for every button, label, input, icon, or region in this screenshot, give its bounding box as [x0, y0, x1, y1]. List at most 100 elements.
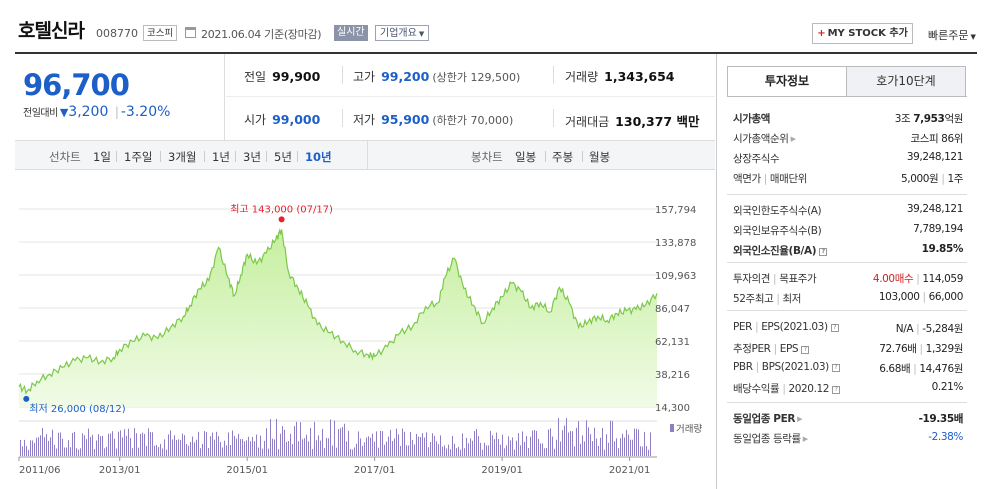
volume-bar	[370, 437, 371, 456]
volume-bar	[390, 429, 391, 456]
tab-monthly-candle[interactable]: 월봉	[589, 150, 611, 164]
divider	[342, 109, 343, 127]
x-tick-label: 2011/06	[19, 465, 61, 476]
volume-bar	[346, 441, 347, 456]
volume-bar	[104, 448, 105, 456]
volume-bar	[278, 449, 279, 456]
plus-icon: +	[817, 28, 826, 39]
tab-3year[interactable]: 3년	[243, 150, 261, 164]
volume-bar	[356, 443, 357, 456]
y-tick-label: 14,300	[655, 403, 690, 414]
volume-bar	[236, 438, 237, 456]
volume-bar	[60, 432, 61, 456]
volume-bar	[24, 439, 25, 456]
volume-bar	[438, 444, 439, 456]
volume-bar	[334, 420, 335, 456]
volume-bar	[410, 432, 411, 456]
tab-daily-candle[interactable]: 일봉	[515, 150, 537, 164]
volume-bar	[258, 447, 259, 456]
tab-10year[interactable]: 10년	[305, 150, 332, 164]
industry-per-row: 동일업종 PER ▶ -19.35배	[733, 413, 963, 425]
volume-bar	[350, 448, 351, 456]
volume-bar	[70, 447, 71, 456]
volume-bar	[648, 449, 649, 456]
volume-bar	[302, 439, 303, 456]
volume-bar	[520, 445, 521, 456]
volume-bar	[590, 434, 591, 456]
tab-weekly-candle[interactable]: 주봉	[552, 150, 574, 164]
volume-bar	[208, 447, 209, 456]
volume-bar	[626, 429, 627, 456]
volume-bar	[72, 432, 73, 456]
volume-bar	[488, 445, 489, 456]
volume-bar	[494, 439, 495, 456]
volume-bar	[504, 448, 505, 456]
volume-bar	[54, 444, 55, 456]
tab-3month[interactable]: 3개월	[168, 150, 197, 164]
volume-bar	[22, 446, 23, 456]
volume-bar	[558, 418, 559, 456]
y-tick-label: 62,131	[655, 337, 690, 348]
volume-bar	[340, 428, 341, 456]
volume-bar	[330, 419, 331, 456]
volume-bar	[202, 443, 203, 456]
volume-bar	[316, 440, 317, 456]
tab-separator	[160, 151, 161, 162]
volume-bar	[280, 433, 281, 456]
volume-bar	[602, 428, 603, 456]
volume-bar	[244, 441, 245, 456]
volume-bar	[150, 432, 151, 456]
volume-bar	[146, 445, 147, 456]
volume-bar	[460, 449, 461, 456]
chevron-right-icon: ▶	[797, 415, 803, 423]
quick-order-label: 빠른주문	[928, 29, 969, 42]
volume-bar	[184, 435, 185, 456]
volume-bar	[28, 449, 29, 456]
price-chart[interactable]: 157,794 133,878 109,963 86,047 62,131 38,216 1…	[15, 171, 715, 489]
add-mystock-button[interactable]: + MY STOCK 추가	[812, 23, 913, 44]
volume-bar	[556, 439, 557, 456]
volume-bar	[640, 446, 641, 456]
current-price: 96,700	[23, 68, 130, 102]
tab-1year[interactable]: 1년	[212, 150, 230, 164]
volume-bar	[456, 448, 457, 456]
foreign-limit-row: 외국인한도주식수(A) 39,248,121	[733, 203, 963, 217]
quote-row: 시가 99,000 저가 95,900 (하한가 70,000) 거래대금 130,37…	[226, 97, 715, 140]
volume-bar	[92, 434, 93, 456]
x-tick-label: 2013/01	[99, 465, 141, 476]
price-area	[19, 229, 657, 407]
volume-bar	[604, 449, 605, 456]
tab-separator	[545, 151, 546, 162]
realtime-button[interactable]: 실시간	[334, 25, 368, 41]
price-chart-svg: 157,794 133,878 109,963 86,047 62,131 38,216 1…	[18, 201, 702, 476]
tab-order-book[interactable]: 호가10단계	[846, 66, 966, 97]
52week-row: 52주최고 | 최저 103,000 | 66,000	[733, 291, 963, 305]
volume-bar	[368, 436, 369, 456]
quick-order-dropdown[interactable]: 빠른주문 ▼	[928, 27, 976, 43]
volume-bar	[270, 419, 271, 456]
volume-bar	[38, 437, 39, 456]
tab-separator	[116, 151, 117, 162]
volume-bar	[588, 427, 589, 456]
volume-bar	[52, 429, 53, 456]
volume-bar	[384, 444, 385, 456]
volume-bar	[198, 431, 199, 456]
volume-bar	[158, 447, 159, 456]
tab-1week[interactable]: 1주일	[124, 150, 153, 164]
stock-name: 호텔신라	[18, 20, 85, 42]
tab-invest-info[interactable]: 투자정보	[727, 66, 847, 97]
volume-bar	[112, 431, 113, 456]
volume-bar	[126, 435, 127, 456]
tab-5year[interactable]: 5년	[274, 150, 292, 164]
line-chart-label: 선차트	[49, 150, 81, 164]
volume-bar	[580, 443, 581, 456]
volume-bar	[348, 430, 349, 456]
tab-1day[interactable]: 1일	[93, 150, 111, 164]
volume-bar	[62, 438, 63, 456]
volume-bar	[514, 449, 515, 456]
volume-bar	[320, 440, 321, 456]
volume-bar	[272, 438, 273, 456]
volume-bar	[600, 437, 601, 456]
current-price-box: 96,700 전일대비 ▼3,200 | -3.20%	[15, 54, 225, 140]
company-info-dropdown[interactable]: 기업개요 ▼	[375, 25, 430, 41]
